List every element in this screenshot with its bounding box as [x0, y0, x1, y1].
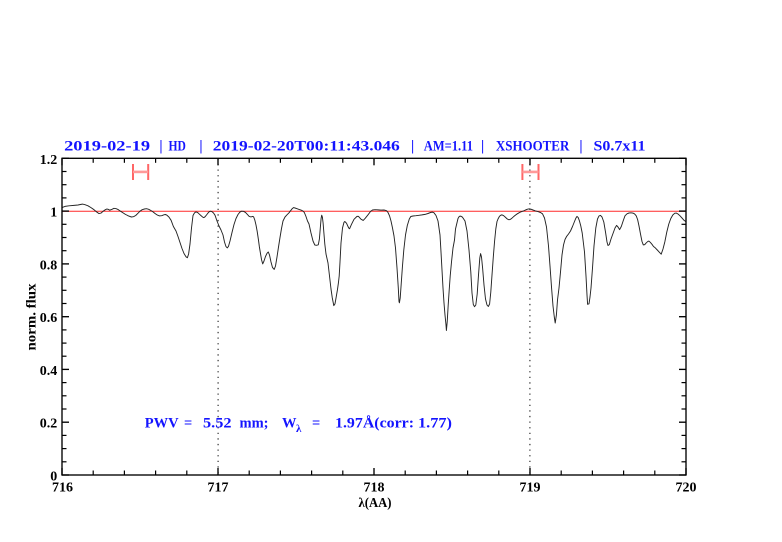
svg-text:5.52: 5.52 — [203, 416, 232, 432]
svg-text:|: | — [411, 139, 414, 155]
svg-text:mm;: mm; — [240, 416, 269, 432]
svg-text:720: 720 — [676, 481, 697, 496]
svg-text:PWV: PWV — [145, 416, 179, 432]
svg-text:|: | — [199, 139, 202, 155]
svg-text:0.6: 0.6 — [40, 311, 58, 326]
svg-text:716: 716 — [52, 481, 73, 496]
svg-text:|: | — [159, 139, 162, 155]
svg-text:2019-02-19: 2019-02-19 — [64, 139, 150, 155]
svg-text:|: | — [579, 139, 582, 155]
svg-text:1.97Å(corr:: 1.97Å(corr: — [335, 416, 414, 432]
svg-text:W: W — [282, 416, 297, 432]
svg-text:norm. flux: norm. flux — [25, 284, 40, 351]
svg-text:|: | — [481, 139, 484, 155]
svg-text:0: 0 — [50, 470, 57, 485]
svg-text:1.2: 1.2 — [40, 153, 58, 168]
svg-text:λ(AA): λ(AA) — [359, 496, 392, 511]
svg-text:2019-02-20T00:11:43.046: 2019-02-20T00:11:43.046 — [213, 139, 400, 155]
svg-text:AM=1.11: AM=1.11 — [424, 139, 473, 155]
svg-text:719: 719 — [520, 481, 541, 496]
svg-text:0.2: 0.2 — [40, 417, 58, 432]
svg-text:S0.7x11: S0.7x11 — [594, 139, 646, 155]
svg-text:=: = — [312, 416, 320, 432]
svg-text:718: 718 — [364, 481, 385, 496]
svg-text:0.4: 0.4 — [40, 364, 58, 379]
svg-text:1.77): 1.77) — [418, 416, 452, 432]
svg-text:0.8: 0.8 — [40, 258, 58, 273]
svg-text:1: 1 — [50, 206, 57, 221]
svg-text:XSHOOTER: XSHOOTER — [496, 139, 570, 155]
svg-text:HD: HD — [169, 139, 186, 155]
svg-text:717: 717 — [208, 481, 229, 496]
svg-text:=: = — [184, 416, 192, 432]
svg-text:λ: λ — [296, 423, 302, 435]
